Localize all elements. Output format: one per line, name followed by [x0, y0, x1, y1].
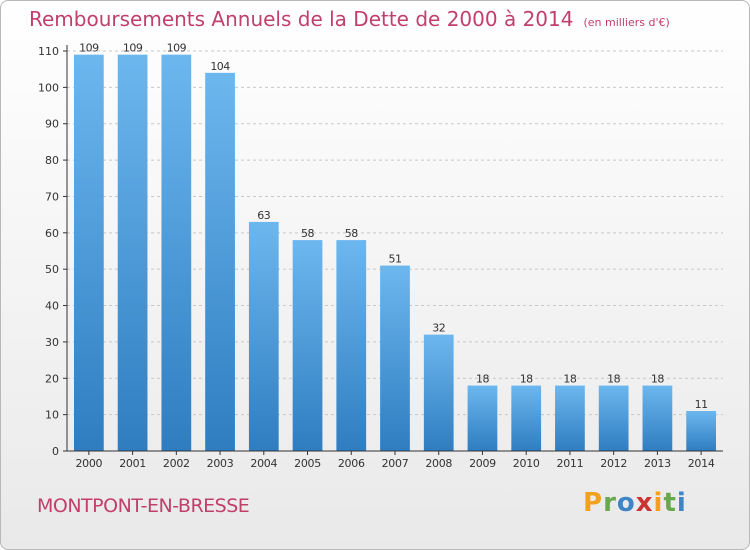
- logo-letter: P: [583, 488, 604, 518]
- x-tick-label: 2007: [382, 457, 409, 470]
- bar-2002: [161, 54, 192, 452]
- x-tick-label: 2011: [557, 457, 584, 470]
- y-tick-label: 80: [45, 154, 59, 167]
- logo-letter: i: [653, 488, 664, 518]
- logo-letter: t: [663, 488, 677, 518]
- y-tick-label: 30: [45, 336, 59, 349]
- value-label: 58: [345, 227, 358, 240]
- bars: 109 109 109 104 63 58 58 51 32 18 18 18 18 18 11: [73, 42, 717, 452]
- y-tick-label: 0: [52, 445, 59, 458]
- value-label: 63: [257, 209, 270, 222]
- proxiti-logo: Proxiti: [583, 488, 687, 518]
- value-label: 58: [301, 227, 314, 240]
- bar-2001: [117, 54, 148, 452]
- y-tick-label: 40: [45, 300, 59, 313]
- bar-2012: [598, 385, 629, 451]
- x-tick-label: 2004: [250, 457, 277, 470]
- x-tick-label: 2013: [644, 457, 671, 470]
- x-tick-label: 2008: [425, 457, 452, 470]
- y-tick-label: 60: [45, 227, 59, 240]
- value-label: 104: [210, 60, 230, 73]
- value-label: 18: [476, 373, 489, 386]
- bar-2006: [336, 240, 367, 451]
- bar-2014: [686, 411, 717, 451]
- y-tick-label: 100: [38, 81, 59, 94]
- bar-2008: [423, 334, 454, 451]
- value-label: 109: [79, 42, 99, 55]
- bar-2000: [73, 54, 104, 452]
- value-label: 109: [123, 42, 143, 55]
- y-tick-label: 90: [45, 118, 59, 131]
- logo-letter: i: [676, 488, 687, 518]
- x-tick-label: 2012: [600, 457, 627, 470]
- x-tick-label: 2010: [513, 457, 540, 470]
- value-label: 18: [520, 373, 533, 386]
- bar-2011: [555, 385, 585, 451]
- commune-name: MONTPONT-EN-BRESSE: [37, 495, 250, 517]
- y-tick-label: 110: [38, 45, 59, 58]
- value-label: 18: [563, 373, 576, 386]
- x-tick-label: 2014: [688, 457, 715, 470]
- logo-letter: r: [603, 488, 617, 518]
- bar-2003: [205, 72, 235, 452]
- value-label: 11: [695, 398, 708, 411]
- y-tick-label: 50: [45, 263, 59, 276]
- bar-2007: [380, 265, 410, 451]
- x-tick-label: 2001: [119, 457, 146, 470]
- value-label: 18: [607, 373, 620, 386]
- bar-2010: [511, 385, 542, 451]
- y-tick-label: 10: [45, 409, 59, 422]
- chart-title-text: Remboursements Annuels de la Dette de 20…: [29, 7, 574, 31]
- value-label: 32: [432, 322, 445, 335]
- bar-2004: [248, 221, 279, 451]
- x-tick-label: 2005: [294, 457, 321, 470]
- x-tick-label: 2003: [207, 457, 234, 470]
- bar-2009: [467, 385, 498, 451]
- y-tick-label: 70: [45, 190, 59, 203]
- x-tick-label: 2009: [469, 457, 496, 470]
- logo-letter: o: [616, 488, 636, 518]
- bar-2005: [292, 240, 323, 451]
- value-label: 109: [167, 42, 187, 55]
- value-label: 18: [651, 373, 664, 386]
- axes: 0 10 20 30 40 50 60 70 80 90 100 110 2000 2001 2002 200…: [38, 45, 723, 470]
- x-tick-label: 2006: [338, 457, 365, 470]
- logo-letter: x: [635, 488, 654, 518]
- x-tick-label: 2000: [75, 457, 102, 470]
- x-tick-label: 2002: [163, 457, 190, 470]
- value-label: 51: [389, 253, 402, 266]
- chart-title: Remboursements Annuels de la Dette de 20…: [29, 7, 670, 31]
- y-tick-label: 20: [45, 372, 59, 385]
- chart-unit-note: (en milliers d'€): [583, 16, 670, 29]
- bar-2013: [642, 385, 673, 451]
